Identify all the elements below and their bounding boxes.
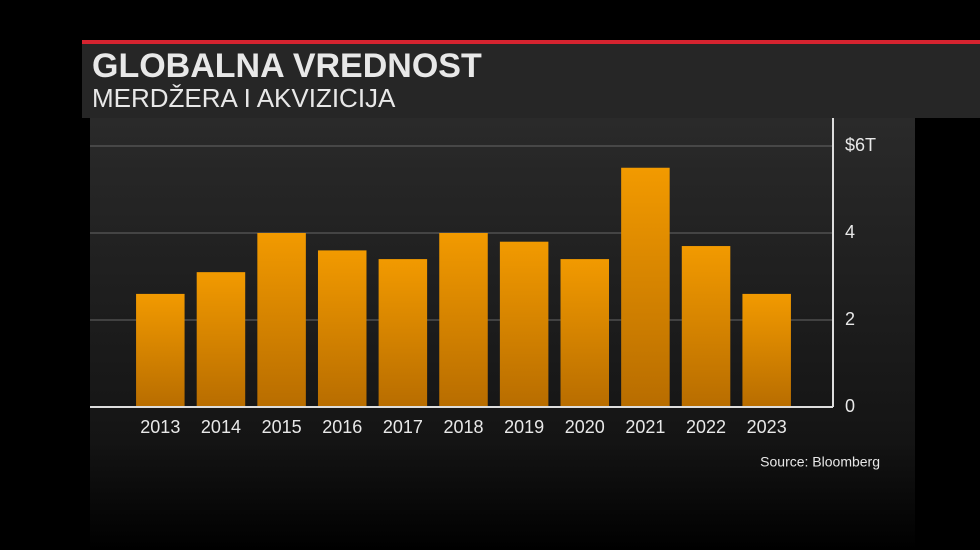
bar — [136, 293, 185, 407]
y-tick-label: 4 — [845, 222, 855, 242]
x-tick-label: 2018 — [443, 417, 483, 437]
x-tick-label: 2016 — [322, 417, 362, 437]
x-tick-label: 2021 — [625, 417, 665, 437]
y-tick-label: 0 — [845, 396, 855, 416]
chart-title: GLOBALNA VREDNOST — [92, 47, 482, 85]
bar — [317, 250, 367, 407]
y-tick-label: 2 — [845, 309, 855, 329]
bar — [499, 241, 549, 407]
source-note: Source: Bloomberg — [760, 454, 880, 470]
bar — [621, 167, 670, 407]
bar — [742, 293, 791, 407]
title-accent — [82, 40, 980, 44]
bar — [681, 246, 731, 407]
bar — [257, 233, 306, 407]
x-tick-label: 2019 — [504, 417, 544, 437]
x-tick-label: 2013 — [140, 417, 180, 437]
bar — [196, 272, 246, 407]
bar — [439, 233, 488, 407]
x-tick-label: 2015 — [262, 417, 302, 437]
chart-subtitle: MERDŽERA I AKVIZICIJA — [92, 83, 396, 113]
bar — [378, 259, 428, 407]
x-tick-label: 2014 — [201, 417, 241, 437]
x-tick-label: 2017 — [383, 417, 423, 437]
x-tick-label: 2023 — [747, 417, 787, 437]
y-tick-label: $6T — [845, 135, 876, 155]
title-bar — [82, 42, 980, 118]
bar — [560, 259, 610, 407]
x-tick-label: 2020 — [565, 417, 605, 437]
x-tick-label: 2022 — [686, 417, 726, 437]
